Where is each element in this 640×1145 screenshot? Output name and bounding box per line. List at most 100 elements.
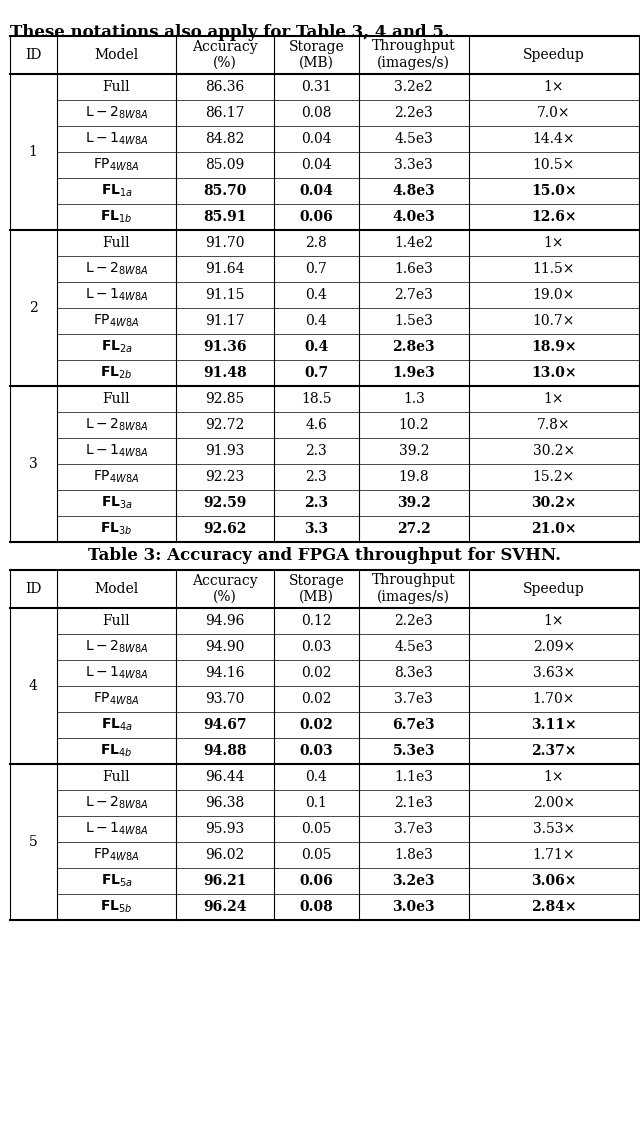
Text: 8.3e3: 8.3e3 — [394, 665, 433, 680]
Text: 4.5e3: 4.5e3 — [394, 640, 433, 654]
Text: $\mathrm{FP}_{\mathit{4W8A}}$: $\mathrm{FP}_{\mathit{4W8A}}$ — [93, 690, 140, 706]
Text: 91.48: 91.48 — [204, 365, 247, 380]
Text: 91.93: 91.93 — [205, 444, 244, 458]
Text: 96.02: 96.02 — [205, 847, 244, 862]
Text: Full: Full — [103, 80, 131, 94]
Text: $\mathbf{FL}_{\mathit{1b}}$: $\mathbf{FL}_{\mathit{1b}}$ — [100, 208, 132, 224]
Text: Accuracy
(%): Accuracy (%) — [192, 40, 258, 70]
Text: Full: Full — [103, 769, 131, 783]
Text: 94.88: 94.88 — [204, 744, 247, 758]
Text: 5.3e3: 5.3e3 — [392, 744, 435, 758]
Text: Storage
(MB): Storage (MB) — [289, 574, 344, 603]
Text: 19.8: 19.8 — [399, 469, 429, 483]
Text: 85.70: 85.70 — [204, 183, 247, 198]
Text: $\mathbf{FL}_{\mathit{2a}}$: $\mathbf{FL}_{\mathit{2a}}$ — [100, 339, 132, 355]
Text: 3.11×: 3.11× — [531, 718, 577, 732]
Text: 15.0×: 15.0× — [531, 183, 577, 198]
Text: 94.67: 94.67 — [204, 718, 247, 732]
Text: 13.0×: 13.0× — [531, 365, 577, 380]
Text: 2.8e3: 2.8e3 — [392, 340, 435, 354]
Text: 0.06: 0.06 — [300, 210, 333, 223]
Text: $\mathbf{FL}_{\mathit{3b}}$: $\mathbf{FL}_{\mathit{3b}}$ — [100, 521, 132, 537]
Text: ID: ID — [25, 582, 42, 595]
Text: 1.3: 1.3 — [403, 392, 425, 405]
Text: 10.5×: 10.5× — [532, 158, 575, 172]
Text: 91.15: 91.15 — [205, 287, 245, 302]
Text: $\mathrm{L-2}_{\mathit{8W8A}}$: $\mathrm{L-2}_{\mathit{8W8A}}$ — [84, 417, 148, 433]
Text: These notations also apply for Table 3, 4 and 5.: These notations also apply for Table 3, … — [10, 24, 449, 41]
Text: 92.72: 92.72 — [205, 418, 244, 432]
Text: 96.38: 96.38 — [205, 796, 244, 810]
Text: 3: 3 — [29, 457, 38, 471]
Text: 1×: 1× — [543, 236, 564, 250]
Text: 6.7e3: 6.7e3 — [392, 718, 435, 732]
Text: 1×: 1× — [543, 614, 564, 627]
Text: 0.04: 0.04 — [300, 183, 333, 198]
Text: 94.90: 94.90 — [205, 640, 244, 654]
Text: 92.62: 92.62 — [204, 522, 247, 536]
Text: 86.36: 86.36 — [205, 80, 244, 94]
Text: 1.6e3: 1.6e3 — [394, 262, 433, 276]
Text: $\mathrm{L-1}_{\mathit{4W8A}}$: $\mathrm{L-1}_{\mathit{4W8A}}$ — [84, 286, 148, 303]
Text: 30.2×: 30.2× — [531, 496, 577, 510]
Text: 3.63×: 3.63× — [532, 665, 575, 680]
Text: 11.5×: 11.5× — [532, 262, 575, 276]
Text: Speedup: Speedup — [523, 48, 585, 62]
Text: $\mathrm{L-1}_{\mathit{4W8A}}$: $\mathrm{L-1}_{\mathit{4W8A}}$ — [84, 131, 148, 147]
Text: 3.7e3: 3.7e3 — [394, 692, 433, 705]
Text: 0.4: 0.4 — [304, 340, 328, 354]
Text: 2.09×: 2.09× — [532, 640, 575, 654]
Text: 91.64: 91.64 — [205, 262, 245, 276]
Text: Model: Model — [95, 582, 139, 595]
Text: $\mathbf{FL}_{\mathit{4b}}$: $\mathbf{FL}_{\mathit{4b}}$ — [100, 743, 132, 759]
Text: Accuracy
(%): Accuracy (%) — [192, 574, 258, 603]
Text: 3.7e3: 3.7e3 — [394, 822, 433, 836]
Text: 0.02: 0.02 — [301, 692, 332, 705]
Text: 39.2: 39.2 — [397, 496, 431, 510]
Text: 27.2: 27.2 — [397, 522, 431, 536]
Text: $\mathrm{L-2}_{\mathit{8W8A}}$: $\mathrm{L-2}_{\mathit{8W8A}}$ — [84, 104, 148, 121]
Text: 3.2e2: 3.2e2 — [394, 80, 433, 94]
Text: 0.7: 0.7 — [305, 262, 327, 276]
Text: 2.2e3: 2.2e3 — [394, 614, 433, 627]
Text: 92.59: 92.59 — [204, 496, 247, 510]
Text: $\mathrm{L-1}_{\mathit{4W8A}}$: $\mathrm{L-1}_{\mathit{4W8A}}$ — [84, 664, 148, 681]
Text: 1.4e2: 1.4e2 — [394, 236, 433, 250]
Text: 0.4: 0.4 — [305, 769, 327, 783]
Text: 5: 5 — [29, 835, 38, 848]
Text: Throughput
(images/s): Throughput (images/s) — [372, 574, 456, 605]
Text: 0.02: 0.02 — [301, 665, 332, 680]
Text: 14.4×: 14.4× — [532, 132, 575, 145]
Text: 1×: 1× — [543, 80, 564, 94]
Text: Full: Full — [103, 614, 131, 627]
Text: 0.1: 0.1 — [305, 796, 327, 810]
Text: 0.06: 0.06 — [300, 874, 333, 887]
Text: Full: Full — [103, 236, 131, 250]
Text: 18.5: 18.5 — [301, 392, 332, 405]
Text: Full: Full — [103, 392, 131, 405]
Text: Throughput
(images/s): Throughput (images/s) — [372, 39, 456, 70]
Text: 96.21: 96.21 — [204, 874, 247, 887]
Text: 96.24: 96.24 — [204, 900, 247, 914]
Text: 0.08: 0.08 — [300, 900, 333, 914]
Text: $\mathrm{FP}_{\mathit{4W8A}}$: $\mathrm{FP}_{\mathit{4W8A}}$ — [93, 468, 140, 485]
Text: 3.0e3: 3.0e3 — [392, 900, 435, 914]
Text: 84.82: 84.82 — [205, 132, 244, 145]
Text: 2.8: 2.8 — [305, 236, 327, 250]
Text: 0.7: 0.7 — [304, 365, 328, 380]
Text: 96.44: 96.44 — [205, 769, 245, 783]
Text: $\mathrm{L-2}_{\mathit{8W8A}}$: $\mathrm{L-2}_{\mathit{8W8A}}$ — [84, 795, 148, 811]
Text: 1.9e3: 1.9e3 — [392, 365, 435, 380]
Text: 1: 1 — [29, 144, 38, 159]
Text: 95.93: 95.93 — [205, 822, 244, 836]
Text: 1×: 1× — [543, 392, 564, 405]
Text: $\mathrm{FP}_{\mathit{4W8A}}$: $\mathrm{FP}_{\mathit{4W8A}}$ — [93, 157, 140, 173]
Text: Storage
(MB): Storage (MB) — [289, 40, 344, 70]
Text: 4.8e3: 4.8e3 — [392, 183, 435, 198]
Text: 2.7e3: 2.7e3 — [394, 287, 433, 302]
Text: 10.2: 10.2 — [399, 418, 429, 432]
Text: 0.12: 0.12 — [301, 614, 332, 627]
Text: 2.3: 2.3 — [305, 444, 327, 458]
Text: $\mathbf{FL}_{\mathit{2b}}$: $\mathbf{FL}_{\mathit{2b}}$ — [100, 364, 132, 381]
Text: Speedup: Speedup — [523, 582, 585, 595]
